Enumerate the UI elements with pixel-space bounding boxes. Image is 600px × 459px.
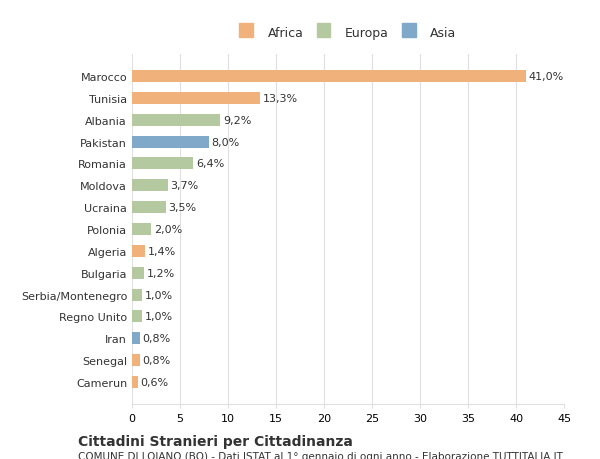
Text: 0,8%: 0,8% [143,334,171,343]
Text: 13,3%: 13,3% [263,94,298,104]
Bar [132,376,138,388]
Text: COMUNE DI LOIANO (BO) - Dati ISTAT al 1° gennaio di ogni anno - Elaborazione TUT: COMUNE DI LOIANO (BO) - Dati ISTAT al 1°… [78,451,563,459]
Bar [132,267,143,279]
Text: 2,0%: 2,0% [154,224,182,235]
Bar [132,289,142,301]
Bar [132,93,260,105]
Text: 41,0%: 41,0% [529,72,564,82]
Text: 8,0%: 8,0% [212,137,240,147]
Text: 1,0%: 1,0% [145,312,173,322]
Bar [132,202,166,214]
Bar [132,71,526,83]
Bar [132,224,151,235]
Text: 3,5%: 3,5% [169,203,197,213]
Bar [132,158,193,170]
Bar [132,245,145,257]
Bar [132,180,167,192]
Text: 1,2%: 1,2% [146,268,175,278]
Bar [132,115,220,127]
Text: 9,2%: 9,2% [223,116,251,125]
Text: 0,8%: 0,8% [143,355,171,365]
Legend: Africa, Europa, Asia: Africa, Europa, Asia [236,23,460,44]
Text: 6,4%: 6,4% [196,159,224,169]
Bar [132,354,140,366]
Text: Cittadini Stranieri per Cittadinanza: Cittadini Stranieri per Cittadinanza [78,434,353,448]
Text: 1,0%: 1,0% [145,290,173,300]
Bar [132,311,142,323]
Text: 3,7%: 3,7% [170,181,199,191]
Bar [132,332,140,344]
Bar [132,136,209,148]
Text: 1,4%: 1,4% [148,246,176,256]
Text: 0,6%: 0,6% [140,377,169,387]
